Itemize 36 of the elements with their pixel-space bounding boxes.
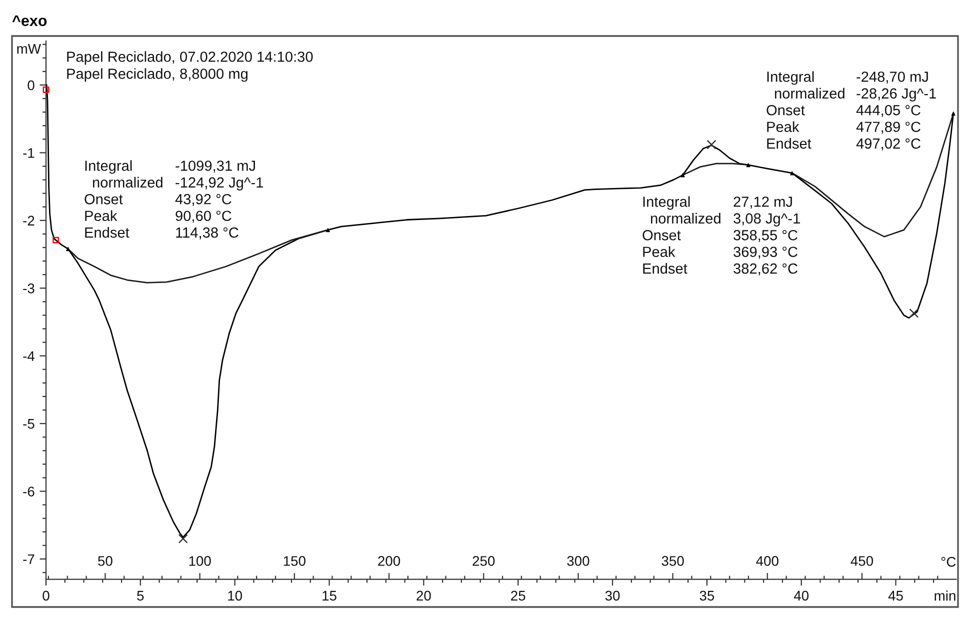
y-tick-label: -3	[23, 283, 34, 294]
text: Integral 27,12 mJ normalized 3,08 Jg^-1 Onset 358,55 °C Peak 369,93 °C Endset 382,62 °C	[642, 196, 800, 276]
x2-tick-label: 100	[189, 556, 211, 566]
y-tick-label: -4	[23, 351, 34, 361]
x2-axis-title: °C	[941, 556, 956, 567]
x-tick-label: 35	[700, 590, 714, 601]
y-tick-label: 0	[28, 80, 34, 90]
y-tick-label: -5	[23, 419, 34, 429]
x-tick-label: 45	[888, 590, 903, 601]
x-tick-label: 30	[605, 590, 620, 601]
y-tick-label: -7	[23, 554, 34, 564]
x-axis-title: min	[934, 590, 956, 601]
x2-tick-label: 450	[850, 556, 874, 566]
y-tick-label: -6	[23, 486, 34, 496]
y-tick-label: -2	[23, 216, 34, 226]
x-tick-label: 5	[137, 590, 144, 601]
chart-title: ^exo	[12, 15, 47, 26]
x2-tick-label: 250	[472, 556, 495, 566]
y-axis-title: mW	[17, 44, 41, 54]
x2-tick-label: 300	[567, 556, 590, 566]
x-tick-label: 10	[228, 590, 242, 601]
annotation: Papel Reciclado, 07.02.2020 14:10:30	[67, 51, 313, 65]
text: Integral -248,70 mJ normalized -28,26 Jg^-1 Onset 444,05 °C Peak 477,89 °C Endset 497,02 °C	[766, 71, 936, 150]
x2-tick-label: 350	[662, 556, 684, 566]
y-tick-label: -1	[23, 148, 34, 158]
x-tick-label: 25	[511, 590, 526, 601]
x2-tick-label: 50	[98, 556, 112, 566]
x-tick-label: 20	[416, 590, 431, 601]
text: Integral -1099,31 mJ normalized -124,92 Jg^-1 Onset 43,92 °C Peak 90,60 °C Endset 114,38 °C	[84, 160, 264, 240]
x2-tick-label: 200	[378, 556, 400, 566]
x2-tick-label: 400	[756, 556, 778, 566]
annotation: Papel Reciclado, 8,8000 mg	[67, 68, 248, 82]
x-tick-label: 15	[322, 590, 336, 601]
x-tick-label: 0	[42, 590, 50, 601]
x2-tick-label: 150	[284, 556, 306, 566]
x-tick-label: 40	[794, 590, 809, 601]
